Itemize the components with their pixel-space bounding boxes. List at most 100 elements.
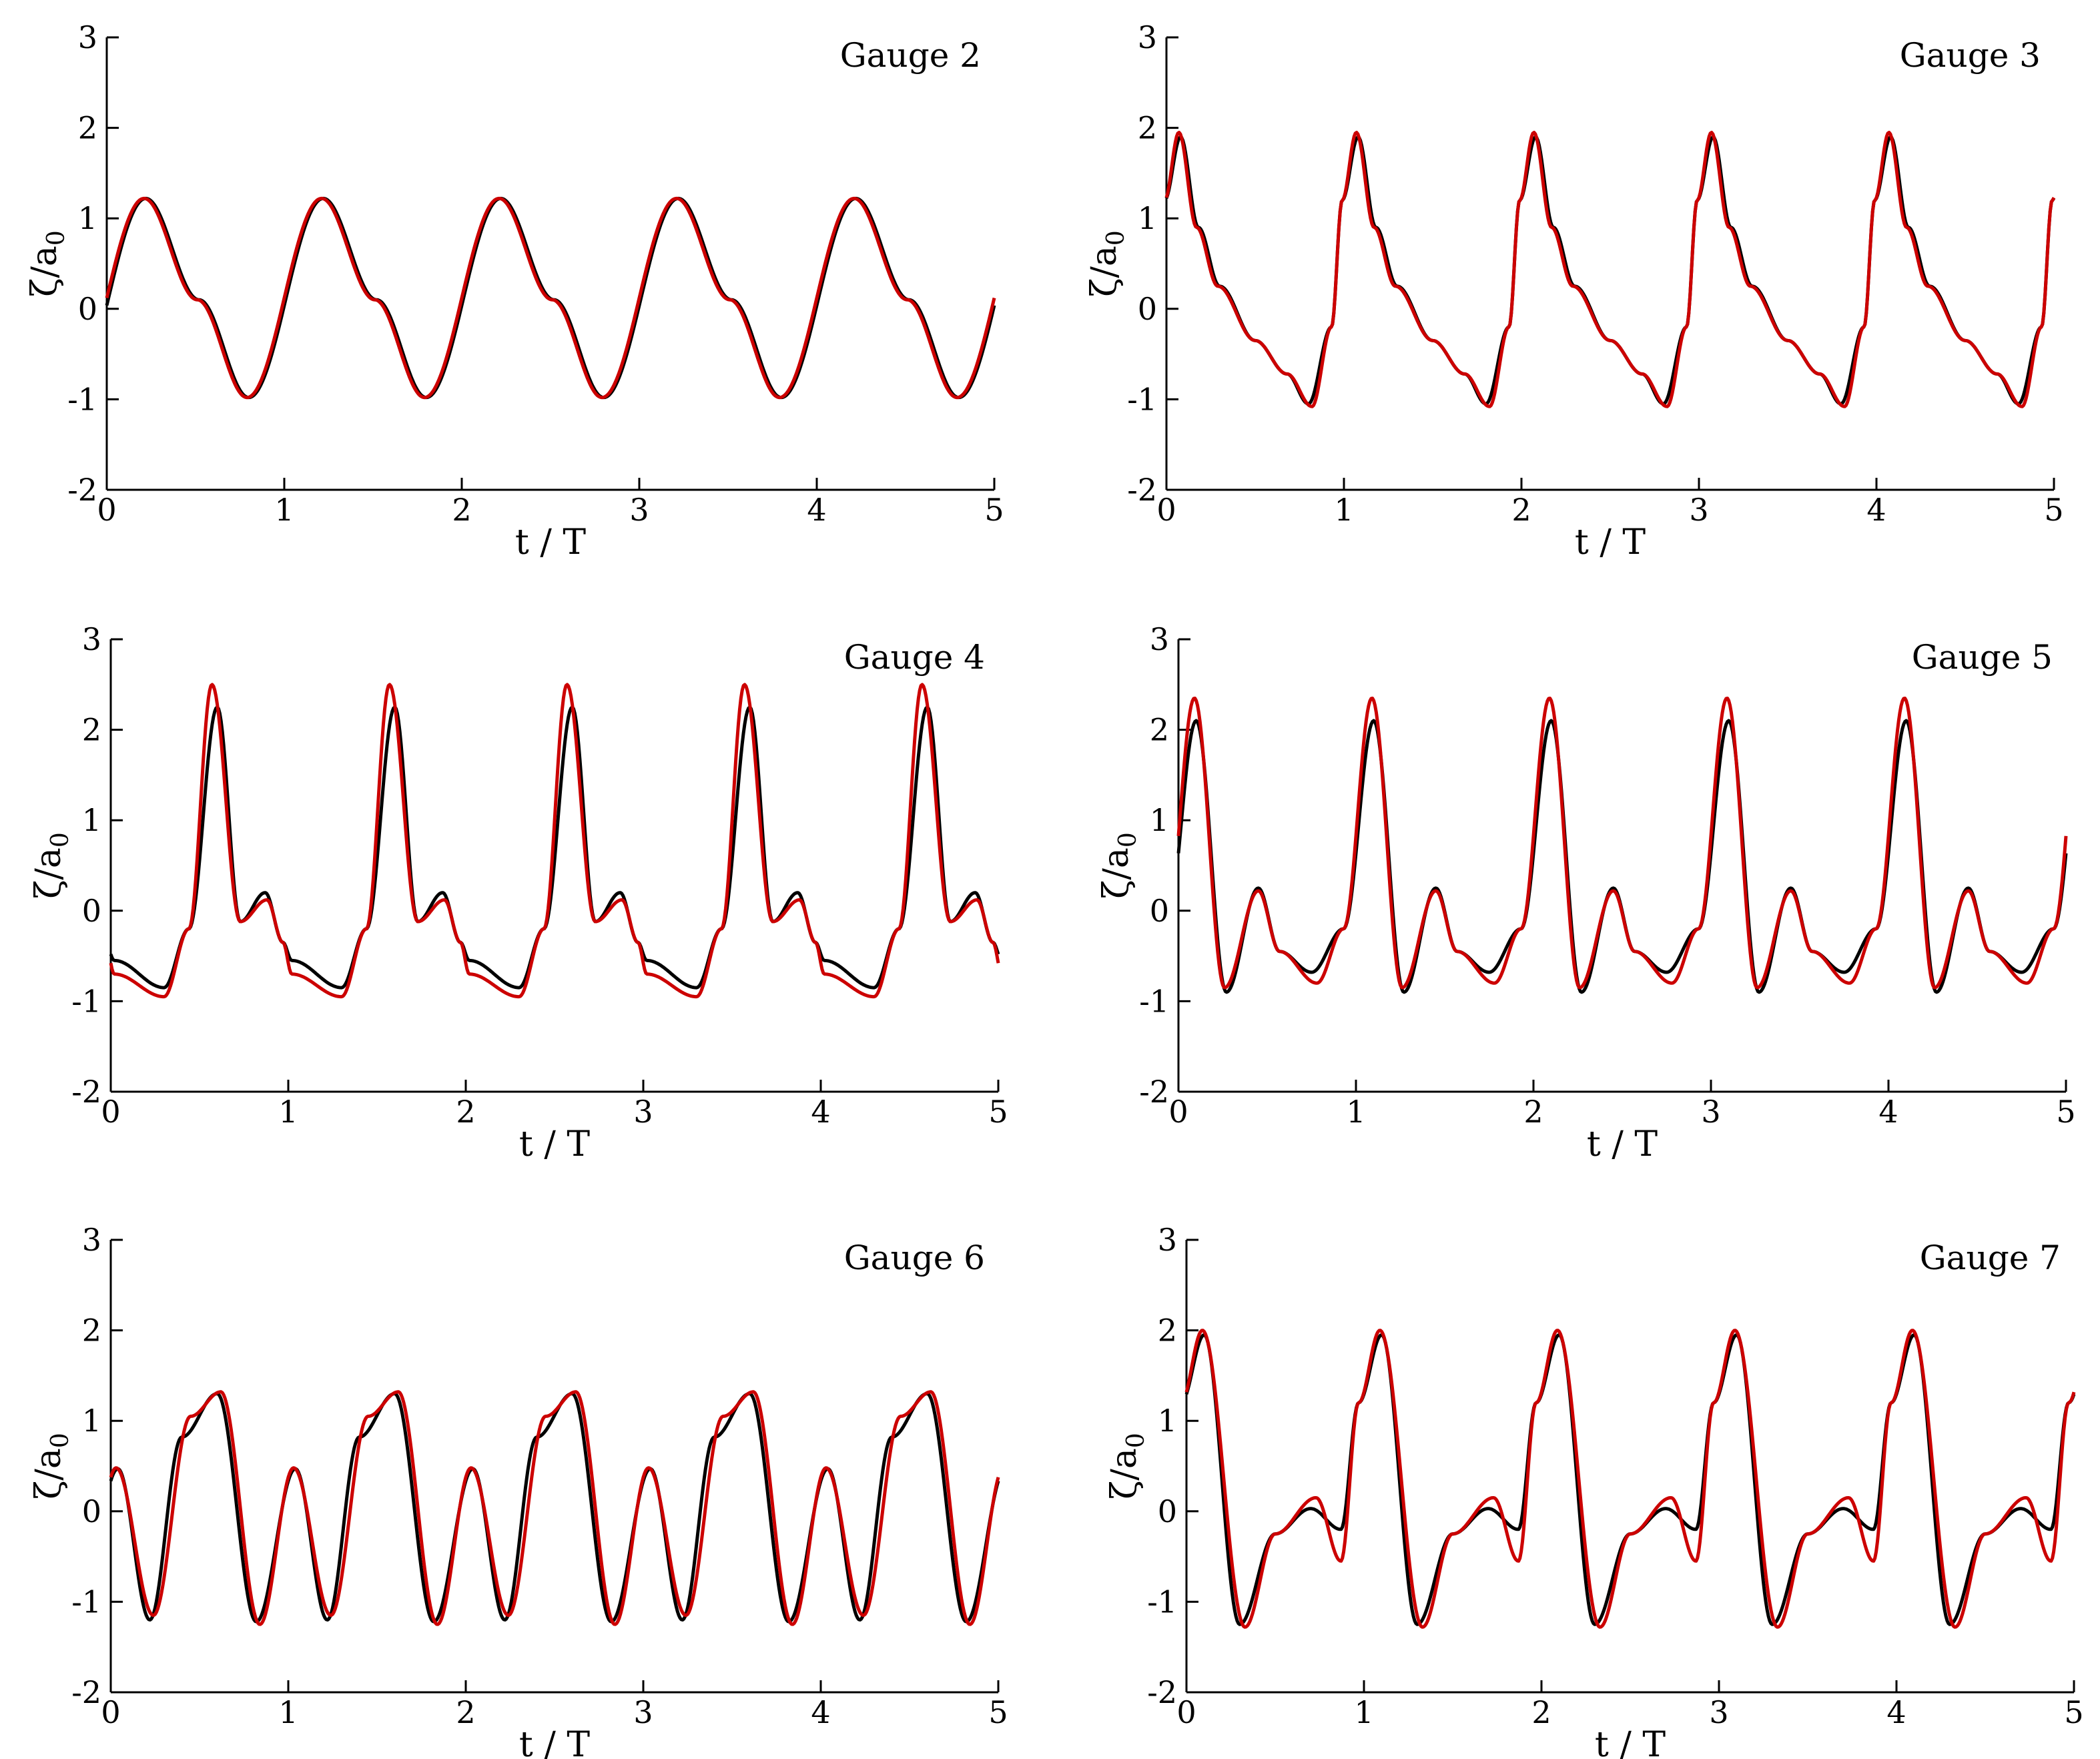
y-tick-label: 3 xyxy=(1158,1222,1177,1258)
y-tick-label: 1 xyxy=(82,802,101,838)
x-tick-label: 2 xyxy=(1511,492,1531,528)
x-tick-label: 3 xyxy=(629,492,649,528)
x-axis-title: t / T xyxy=(515,522,586,563)
x-tick-label: 3 xyxy=(633,1694,653,1730)
x-tick-label: 1 xyxy=(1354,1694,1373,1730)
y-tick-label: 2 xyxy=(78,110,97,146)
gauge-label: Gauge 7 xyxy=(1920,1239,2061,1277)
x-tick-label: 5 xyxy=(2064,1694,2083,1730)
x-tick-label: 4 xyxy=(811,1694,830,1730)
series-line-red xyxy=(1176,696,2068,990)
y-tick-label: 1 xyxy=(1158,1403,1177,1439)
y-axis-title: ζ/a0 xyxy=(1096,832,1142,899)
y-tick-label: -1 xyxy=(67,381,97,417)
series-line-black xyxy=(109,705,1000,990)
y-tick-label: 0 xyxy=(78,291,97,327)
x-tick-label: 0 xyxy=(1156,492,1176,528)
y-tick-label: 1 xyxy=(1150,802,1169,838)
y-axis-title: ζ/a0 xyxy=(1084,230,1130,297)
y-tick-label: 3 xyxy=(78,19,97,55)
series-line-black xyxy=(1176,719,2068,994)
y-axis-title: ζ/a0 xyxy=(25,230,70,297)
y-axis-title: ζ/a0 xyxy=(1104,1433,1150,1499)
y-tick-label: 3 xyxy=(82,1222,101,1258)
x-tick-label: 0 xyxy=(1168,1094,1188,1130)
series-line-red xyxy=(1164,131,2056,408)
series-line-black xyxy=(1184,1333,2076,1626)
x-tick-label: 0 xyxy=(1176,1694,1196,1730)
y-axis-title: ζ/a0 xyxy=(29,1433,74,1499)
y-tick-label: 0 xyxy=(1138,291,1157,327)
x-tick-label: 1 xyxy=(278,1094,298,1130)
series-line-red xyxy=(105,196,996,400)
y-tick-label: 1 xyxy=(82,1403,101,1439)
x-tick-label: 4 xyxy=(1866,492,1886,528)
y-tick-label: -2 xyxy=(1127,472,1157,508)
y-tick-label: 0 xyxy=(1150,893,1169,929)
chart-panel-4: 0 1 2 3 4 5 -2 -1 0 1 2 3 t / T ζ/a0 Gauge 5 xyxy=(1096,621,2076,1164)
x-tick-label: 1 xyxy=(278,1694,298,1730)
x-tick-label: 4 xyxy=(1886,1694,1906,1730)
x-tick-label: 5 xyxy=(988,1694,1008,1730)
chart-panel-6: 0 1 2 3 4 5 -2 -1 0 1 2 3 t / T ζ/a0 Gauge 7 xyxy=(1104,1222,2084,1759)
y-tick-label: -2 xyxy=(1147,1674,1177,1710)
x-tick-label: 3 xyxy=(1701,1094,1720,1130)
chart-panel-2: 0 1 2 3 4 5 -2 -1 0 1 2 3 t / T ζ/a0 Gauge 3 xyxy=(1084,19,2064,563)
y-tick-label: 2 xyxy=(1158,1313,1177,1349)
x-tick-label: 1 xyxy=(1346,1094,1365,1130)
x-tick-label: 0 xyxy=(101,1094,120,1130)
y-tick-label: -2 xyxy=(71,1674,101,1710)
x-tick-label: 4 xyxy=(807,492,826,528)
y-tick-label: 1 xyxy=(78,200,97,236)
x-tick-label: 1 xyxy=(1334,492,1353,528)
gauge-label: Gauge 2 xyxy=(840,36,981,75)
y-tick-label: -2 xyxy=(1139,1074,1169,1110)
x-tick-label: 5 xyxy=(2056,1094,2075,1130)
x-tick-label: 4 xyxy=(811,1094,830,1130)
gauge-label: Gauge 3 xyxy=(1900,36,2041,75)
y-tick-label: 0 xyxy=(82,1493,101,1529)
y-axis-title: ζ/a0 xyxy=(29,832,74,899)
y-tick-label: -1 xyxy=(1147,1584,1177,1620)
x-tick-label: 2 xyxy=(456,1094,475,1130)
x-tick-label: 5 xyxy=(984,492,1004,528)
chart-panel-3: 0 1 2 3 4 5 -2 -1 0 1 2 3 t / T ζ/a0 Gauge 4 xyxy=(29,621,1008,1164)
y-tick-label: 0 xyxy=(1158,1493,1177,1529)
x-tick-label: 3 xyxy=(1689,492,1708,528)
x-axis-title: t / T xyxy=(1587,1124,1658,1164)
x-tick-label: 1 xyxy=(274,492,294,528)
x-tick-label: 3 xyxy=(1709,1694,1728,1730)
x-tick-label: 5 xyxy=(2044,492,2063,528)
y-tick-label: 2 xyxy=(82,712,101,748)
series-line-black xyxy=(109,1392,1000,1624)
y-tick-label: -1 xyxy=(1139,983,1169,1019)
x-tick-label: 4 xyxy=(1878,1094,1898,1130)
series-line-red xyxy=(109,1390,1000,1626)
x-axis-title: t / T xyxy=(519,1124,590,1164)
y-tick-label: -2 xyxy=(67,472,97,508)
gauge-label: Gauge 4 xyxy=(844,638,985,677)
x-axis-title: t / T xyxy=(1595,1725,1666,1759)
gauge-label: Gauge 6 xyxy=(844,1239,985,1277)
y-tick-label: -2 xyxy=(71,1074,101,1110)
y-tick-label: -1 xyxy=(1127,381,1157,417)
x-tick-label: 2 xyxy=(1523,1094,1543,1130)
x-tick-label: 2 xyxy=(1531,1694,1551,1730)
y-tick-label: 3 xyxy=(82,621,101,657)
x-tick-label: 0 xyxy=(97,492,116,528)
y-tick-label: -1 xyxy=(71,983,101,1019)
chart-panel-1: 0 1 2 3 4 5 -2 -1 0 1 2 3 t / T ζ/a0 Gauge 2 xyxy=(25,19,1004,563)
y-tick-label: 3 xyxy=(1138,19,1157,55)
y-tick-label: 0 xyxy=(82,893,101,929)
x-axis-title: t / T xyxy=(1575,522,1646,563)
x-tick-label: 2 xyxy=(456,1694,475,1730)
gauge-label: Gauge 5 xyxy=(1912,638,2053,677)
x-tick-label: 5 xyxy=(988,1094,1008,1130)
series-line-red xyxy=(109,683,1000,999)
y-tick-label: 1 xyxy=(1138,200,1157,236)
x-tick-label: 3 xyxy=(633,1094,653,1130)
y-tick-label: 2 xyxy=(1150,712,1169,748)
x-tick-label: 0 xyxy=(101,1694,120,1730)
chart-panel-5: 0 1 2 3 4 5 -2 -1 0 1 2 3 t / T ζ/a0 Gauge 6 xyxy=(29,1222,1008,1759)
